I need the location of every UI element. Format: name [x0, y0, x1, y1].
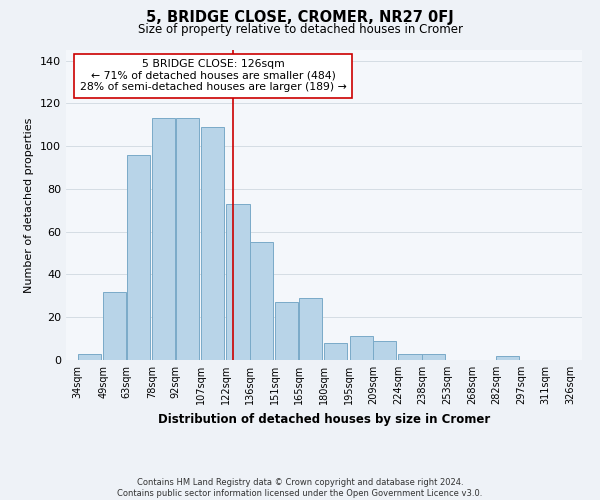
Bar: [152, 118, 175, 360]
Text: 5 BRIDGE CLOSE: 126sqm
← 71% of detached houses are smaller (484)
28% of semi-de: 5 BRIDGE CLOSE: 126sqm ← 71% of detached…: [80, 60, 346, 92]
Text: 5, BRIDGE CLOSE, CROMER, NR27 0FJ: 5, BRIDGE CLOSE, CROMER, NR27 0FJ: [146, 10, 454, 25]
Text: Size of property relative to detached houses in Cromer: Size of property relative to detached ho…: [137, 22, 463, 36]
Bar: [226, 204, 250, 360]
Bar: [373, 341, 396, 360]
X-axis label: Distribution of detached houses by size in Cromer: Distribution of detached houses by size …: [158, 412, 490, 426]
Text: Contains HM Land Registry data © Crown copyright and database right 2024.
Contai: Contains HM Land Registry data © Crown c…: [118, 478, 482, 498]
Bar: [250, 242, 273, 360]
Bar: [103, 292, 127, 360]
Bar: [422, 354, 445, 360]
Bar: [78, 354, 101, 360]
Bar: [201, 127, 224, 360]
Y-axis label: Number of detached properties: Number of detached properties: [25, 118, 34, 292]
Bar: [496, 356, 520, 360]
Bar: [176, 118, 199, 360]
Bar: [299, 298, 322, 360]
Bar: [324, 343, 347, 360]
Bar: [398, 354, 422, 360]
Bar: [275, 302, 298, 360]
Bar: [350, 336, 373, 360]
Bar: [127, 155, 150, 360]
